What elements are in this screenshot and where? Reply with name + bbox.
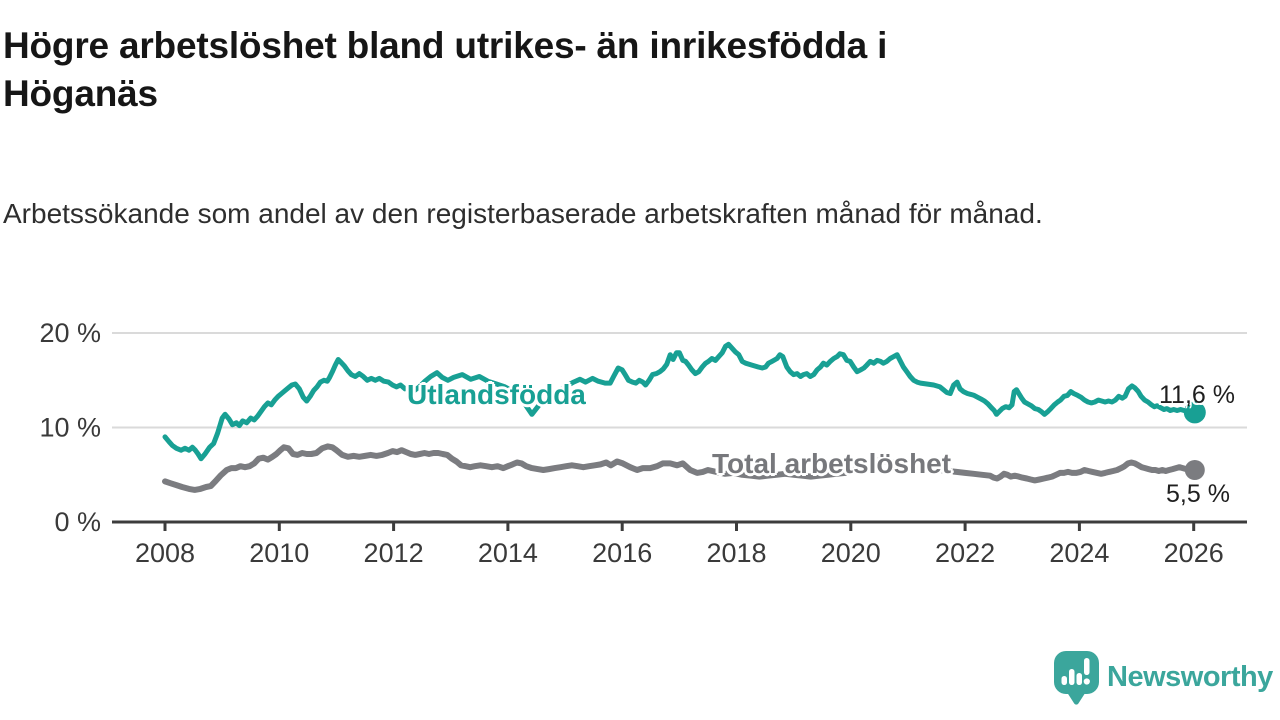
series-label-total-arbetsloshet: Total arbetslöshet: [712, 448, 952, 479]
newsworthy-logo-icon: [1054, 651, 1099, 705]
x-tick-label: 2012: [364, 538, 424, 568]
x-tick-label: 2020: [821, 538, 881, 568]
page-subtitle: Arbetssökande som andel av den registerb…: [3, 198, 1043, 229]
series-end-dot-1: [1184, 460, 1205, 480]
exclamation-dot: [1083, 678, 1090, 685]
x-tick-label: 2018: [706, 538, 766, 568]
newsworthy-wordmark: Newsworthy: [1107, 661, 1273, 693]
series-end-dot-0: [1183, 401, 1206, 424]
x-tick-label: 2010: [249, 538, 309, 568]
x-tick-label: 2016: [592, 538, 652, 568]
x-tick-label: 2026: [1164, 538, 1224, 568]
series-line-1: [162, 443, 1198, 493]
bar-chart-glyph: [1061, 658, 1090, 685]
y-tick-label: 10 %: [39, 413, 101, 443]
exclamation-bar: [1084, 658, 1090, 675]
end-value-label-total: 5,5 %: [1166, 480, 1230, 508]
x-tick-label: 2022: [935, 538, 995, 568]
x-tick-label: 2008: [135, 538, 195, 568]
end-value-label-utlandsfodda: 11,6 %: [1159, 381, 1235, 409]
x-tick-label: 2014: [478, 538, 538, 568]
x-tick-label: 2024: [1049, 538, 1109, 568]
series-label-utlandsfodda: Utlandsfödda: [407, 379, 586, 410]
series-line-0: [162, 341, 1198, 462]
y-tick-label: 20 %: [39, 318, 101, 348]
y-tick-label: 0 %: [54, 507, 101, 537]
page-title: Högre arbetslöshet bland utrikes- än inr…: [3, 25, 888, 114]
